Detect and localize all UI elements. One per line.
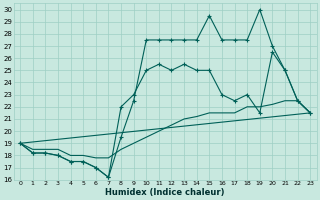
X-axis label: Humidex (Indice chaleur): Humidex (Indice chaleur): [106, 188, 225, 197]
